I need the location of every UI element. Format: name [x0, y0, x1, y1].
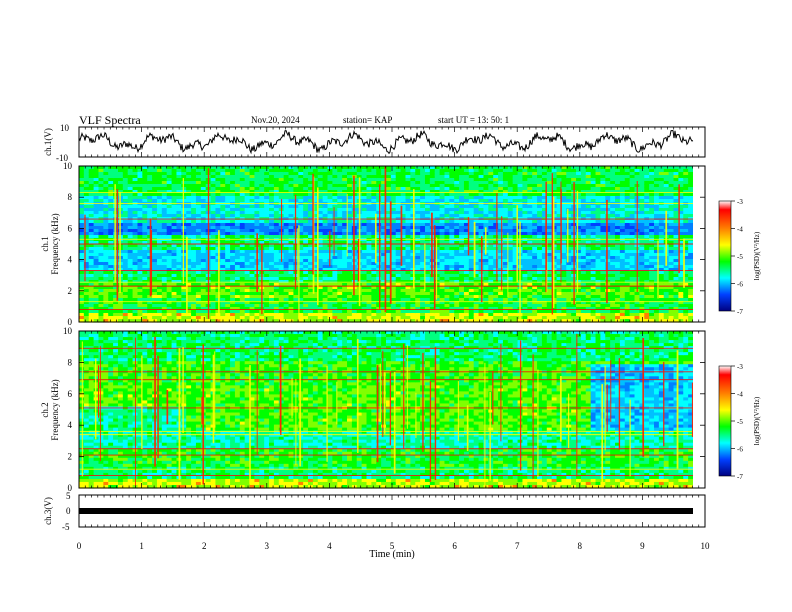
- colorbar-tick-label: -3: [737, 198, 743, 206]
- spectrogram-ch2-image: [79, 331, 705, 489]
- waveform-ch3-ytick-mid: 0: [66, 506, 71, 516]
- x-axis-tick-label: 7: [515, 541, 520, 551]
- waveform-ch1-ytick-bottom: -10: [56, 153, 68, 163]
- x-axis-tick-label: 1: [139, 541, 144, 551]
- spectrogram-ch1-panel: 0 2 4 6 8 10 ch.1 Frequency (kHz): [40, 161, 706, 327]
- colorbar-ch1: -3 -4 -5 -6 -7 log(PSD)(V²/Hz): [718, 198, 761, 316]
- colorbar-tick-label: -4: [737, 226, 743, 234]
- spectrogram-ch1-ytick: 2: [68, 286, 73, 296]
- spectrogram-ch2-ytick: 8: [68, 357, 73, 367]
- spectrogram-ch1-ylabel-channel: ch.1: [40, 236, 50, 251]
- x-axis-tick-label: 2: [202, 541, 207, 551]
- waveform-ch1-trace: [78, 129, 694, 155]
- spectrogram-ch2-ytick: 2: [68, 452, 73, 462]
- date-label: Nov.20, 2024: [251, 115, 300, 125]
- x-axis-tick-label: 10: [701, 541, 711, 551]
- spectrogram-ch2-ytick: 10: [63, 326, 73, 336]
- spectrogram-ch2-ytick: 4: [68, 420, 73, 430]
- figure-title: VLF Spectra: [79, 113, 141, 127]
- spectrogram-ch2-ytick: 6: [68, 389, 73, 399]
- spectrogram-ch1-ytick: 0: [68, 317, 73, 327]
- spectrogram-ch1-ytick: 4: [68, 255, 73, 265]
- spectrogram-ch1-ylabel: Frequency (kHz): [50, 213, 60, 274]
- station-label: station= KAP: [343, 115, 392, 125]
- spectrogram-ch2-ytick: 0: [68, 483, 73, 493]
- colorbar-tick-label: -3: [737, 363, 743, 371]
- spectrogram-ch1-ytick: 8: [68, 192, 73, 202]
- colorbar-tick-label: -5: [737, 418, 743, 426]
- x-axis-tick-label: 9: [640, 541, 645, 551]
- colorbar-ch1-label: log(PSD)(V²/Hz): [753, 231, 761, 280]
- waveform-ch1-ylabel: ch.1(V): [43, 128, 53, 156]
- waveform-ch3-ylabel: ch.3(V): [43, 497, 53, 525]
- colorbar-tick-label: -6: [737, 281, 743, 289]
- waveform-ch3-panel: 5 0 -5 ch.3(V) 0 1 2 3 4 5 6 7 8 9 10 Time (min): [43, 127, 710, 560]
- colorbar-tick-label: -7: [737, 308, 743, 316]
- waveform-ch3-ytick-top: 5: [66, 491, 71, 501]
- waveform-ch3-trace: [79, 508, 693, 514]
- x-axis-tick-label: 4: [327, 541, 332, 551]
- colorbar-ch1-gradient: [718, 200, 732, 312]
- waveform-ch3-ytick-bottom: -5: [62, 522, 70, 532]
- waveform-ch1-ytick-top: 10: [60, 123, 70, 133]
- colorbar-ch2-gradient: [718, 365, 732, 477]
- x-axis-tick-label: 6: [452, 541, 457, 551]
- colorbar-ch2: -3 -4 -5 -6 -7 log(PSD)(V²/Hz): [718, 363, 761, 481]
- colorbar-tick-label: -4: [737, 391, 743, 399]
- spectrogram-ch1-image: [79, 166, 705, 323]
- colorbar-tick-label: -5: [737, 253, 743, 261]
- start-time-label: start UT = 13: 50: 1: [438, 115, 509, 125]
- colorbar-tick-label: -6: [737, 446, 743, 454]
- waveform-ch1-panel: 10 -10 ch.1(V): [43, 123, 706, 163]
- spectrogram-ch2-panel: 0 2 4 6 8 10 ch.2 Frequency (kHz): [40, 326, 706, 493]
- spectrogram-ch1-ytick: 10: [63, 161, 73, 171]
- x-axis-tick-label: 3: [265, 541, 270, 551]
- x-axis-tick-label: 5: [390, 541, 395, 551]
- colorbar-ch2-label: log(PSD)(V²/Hz): [753, 396, 761, 445]
- x-axis-tick-label: 8: [578, 541, 583, 551]
- spectrogram-ch2-ylabel: Frequency (kHz): [50, 379, 60, 440]
- spectrogram-ch1-ytick: 6: [68, 223, 73, 233]
- x-axis-label: Time (min): [369, 549, 414, 560]
- colorbar-tick-label: -7: [737, 473, 743, 481]
- spectrogram-ch2-ylabel-channel: ch.2: [40, 402, 50, 417]
- x-axis-tick-label: 0: [77, 541, 82, 551]
